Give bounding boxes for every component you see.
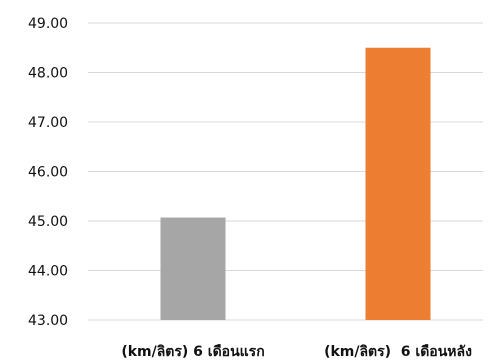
y-tick-label: 47.00 [28,115,68,131]
y-tick-label: 43.00 [28,313,68,329]
bars [160,47,431,320]
category-label-first-6-months: (km/ลิตร) 6 เดือนแรก [121,344,264,360]
y-tick-label: 46.00 [28,165,68,181]
y-tick-label: 48.00 [28,66,68,82]
y-tick-label: 45.00 [28,214,68,230]
category-label-last-6-months: (km/ลิตร) 6 เดือนหลัง [324,344,472,360]
bar-0 [160,217,226,320]
bar-1 [365,47,431,320]
gridlines [88,22,483,321]
y-axis-tick-labels: 43.00 44.00 45.00 46.00 47.00 48.00 49.00 [28,16,68,329]
y-tick-label: 44.00 [28,264,68,280]
y-tick-label: 49.00 [28,16,68,32]
x-axis-category-labels: (km/ลิตร) 6 เดือนแรก (km/ลิตร) 6 เดือนหล… [121,344,472,360]
